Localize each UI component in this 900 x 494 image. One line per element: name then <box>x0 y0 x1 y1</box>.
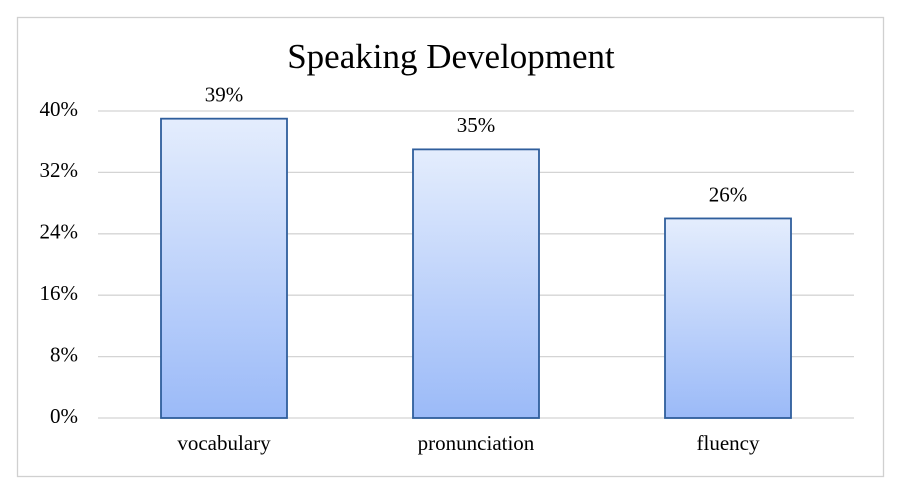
x-tick-label: vocabulary <box>177 431 271 455</box>
y-tick-label: 16% <box>40 281 79 305</box>
x-tick-label: pronunciation <box>418 431 535 455</box>
value-label: 39% <box>205 82 244 106</box>
bar <box>160 117 288 419</box>
y-tick-label: 24% <box>40 220 79 244</box>
y-tick-label: 8% <box>50 342 78 366</box>
y-tick-label: 32% <box>40 158 79 182</box>
x-tick-label: fluency <box>697 431 760 455</box>
bar <box>664 217 792 419</box>
value-label: 26% <box>709 182 748 206</box>
value-label: 35% <box>457 113 496 137</box>
y-tick-label: 0% <box>50 404 78 428</box>
bar <box>412 148 540 419</box>
y-tick-label: 40% <box>40 97 79 121</box>
chart-title: Speaking Development <box>287 37 615 76</box>
